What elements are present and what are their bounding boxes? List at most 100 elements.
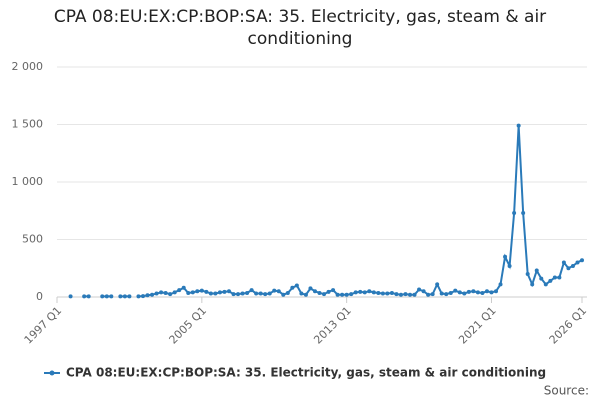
- data-point: [471, 289, 476, 294]
- data-point: [489, 290, 494, 295]
- data-point: [145, 293, 150, 298]
- data-point: [122, 294, 127, 299]
- x-tick-label: 1997 Q1: [22, 304, 65, 347]
- data-point: [195, 289, 200, 294]
- data-point: [403, 292, 408, 297]
- data-point: [190, 290, 195, 295]
- data-point: [204, 289, 209, 294]
- data-point: [498, 282, 503, 287]
- data-point: [267, 291, 272, 296]
- legend-marker: [49, 370, 55, 376]
- data-point: [548, 278, 553, 283]
- data-point: [408, 292, 413, 297]
- data-point: [308, 286, 313, 291]
- data-point: [358, 289, 363, 294]
- data-point: [561, 260, 566, 265]
- data-point: [457, 290, 462, 295]
- data-point: [475, 290, 480, 295]
- data-point: [453, 288, 458, 293]
- data-point: [208, 291, 213, 296]
- data-point: [136, 294, 141, 299]
- data-point: [570, 263, 575, 268]
- x-tick-label: 2005 Q1: [167, 304, 210, 347]
- data-point: [362, 290, 367, 295]
- data-point: [530, 282, 535, 287]
- data-point: [186, 290, 191, 295]
- data-point: [177, 288, 182, 293]
- data-point: [575, 260, 580, 265]
- data-point: [349, 292, 354, 297]
- data-point: [254, 291, 259, 296]
- y-tick-label: 1 000: [12, 175, 44, 188]
- data-point: [290, 285, 295, 290]
- data-point: [417, 287, 422, 292]
- data-point: [258, 291, 263, 296]
- data-point: [367, 289, 372, 294]
- data-point: [394, 292, 399, 297]
- data-point: [430, 292, 435, 297]
- data-point: [557, 275, 562, 280]
- data-point: [168, 292, 173, 297]
- legend-label: CPA 08:EU:EX:CP:BOP:SA: 35. Electricity,…: [66, 366, 546, 380]
- data-point: [312, 289, 317, 294]
- data-point: [543, 282, 548, 287]
- data-point: [512, 211, 517, 216]
- data-point: [294, 283, 299, 288]
- data-point: [249, 288, 254, 293]
- data-point: [503, 254, 508, 259]
- data-point: [398, 292, 403, 297]
- data-point: [150, 292, 155, 297]
- data-point: [236, 292, 241, 297]
- data-point: [172, 290, 177, 295]
- data-point: [109, 294, 114, 299]
- data-point: [376, 290, 381, 295]
- data-point: [276, 289, 281, 294]
- data-point: [299, 291, 304, 296]
- data-point: [380, 291, 385, 296]
- data-point: [140, 294, 145, 299]
- data-point: [335, 292, 340, 297]
- data-point: [222, 289, 227, 294]
- data-point: [163, 290, 168, 295]
- data-point: [507, 263, 512, 268]
- data-point: [245, 290, 250, 295]
- data-point: [444, 292, 449, 297]
- data-point: [480, 290, 485, 295]
- data-point: [226, 289, 231, 294]
- data-point: [552, 275, 557, 280]
- x-tick-label: 2013 Q1: [311, 304, 354, 347]
- data-point: [199, 288, 204, 293]
- data-point: [462, 291, 467, 296]
- data-point: [340, 292, 345, 297]
- data-point: [534, 268, 539, 273]
- series-line: [84, 125, 583, 298]
- data-point: [371, 290, 376, 295]
- source: Source:: [544, 384, 589, 398]
- data-point: [322, 292, 327, 297]
- data-point: [539, 276, 544, 281]
- chart-title: CPA 08:EU:EX:CP:BOP:SA: 35. Electricity,…: [53, 7, 547, 49]
- data-point: [385, 291, 390, 296]
- data-point: [344, 292, 349, 297]
- data-point: [353, 290, 358, 295]
- data-point: [439, 291, 444, 296]
- data-point: [326, 289, 331, 294]
- data-point: [303, 292, 308, 297]
- data-point: [331, 288, 336, 293]
- data-point: [154, 291, 159, 296]
- y-tick-label: 0: [36, 290, 43, 303]
- x-tick-label: 2021 Q1: [456, 304, 499, 347]
- data-point: [272, 288, 277, 293]
- data-point: [389, 290, 394, 295]
- y-tick-label: 500: [22, 233, 43, 246]
- y-tick-label: 1 500: [12, 118, 44, 131]
- data-point: [213, 291, 218, 296]
- data-point: [566, 266, 571, 271]
- x-tick-label: 2026 Q1: [547, 304, 590, 347]
- data-point: [281, 292, 286, 297]
- data-point: [521, 211, 526, 216]
- data-point: [516, 123, 521, 128]
- data-point: [448, 290, 453, 295]
